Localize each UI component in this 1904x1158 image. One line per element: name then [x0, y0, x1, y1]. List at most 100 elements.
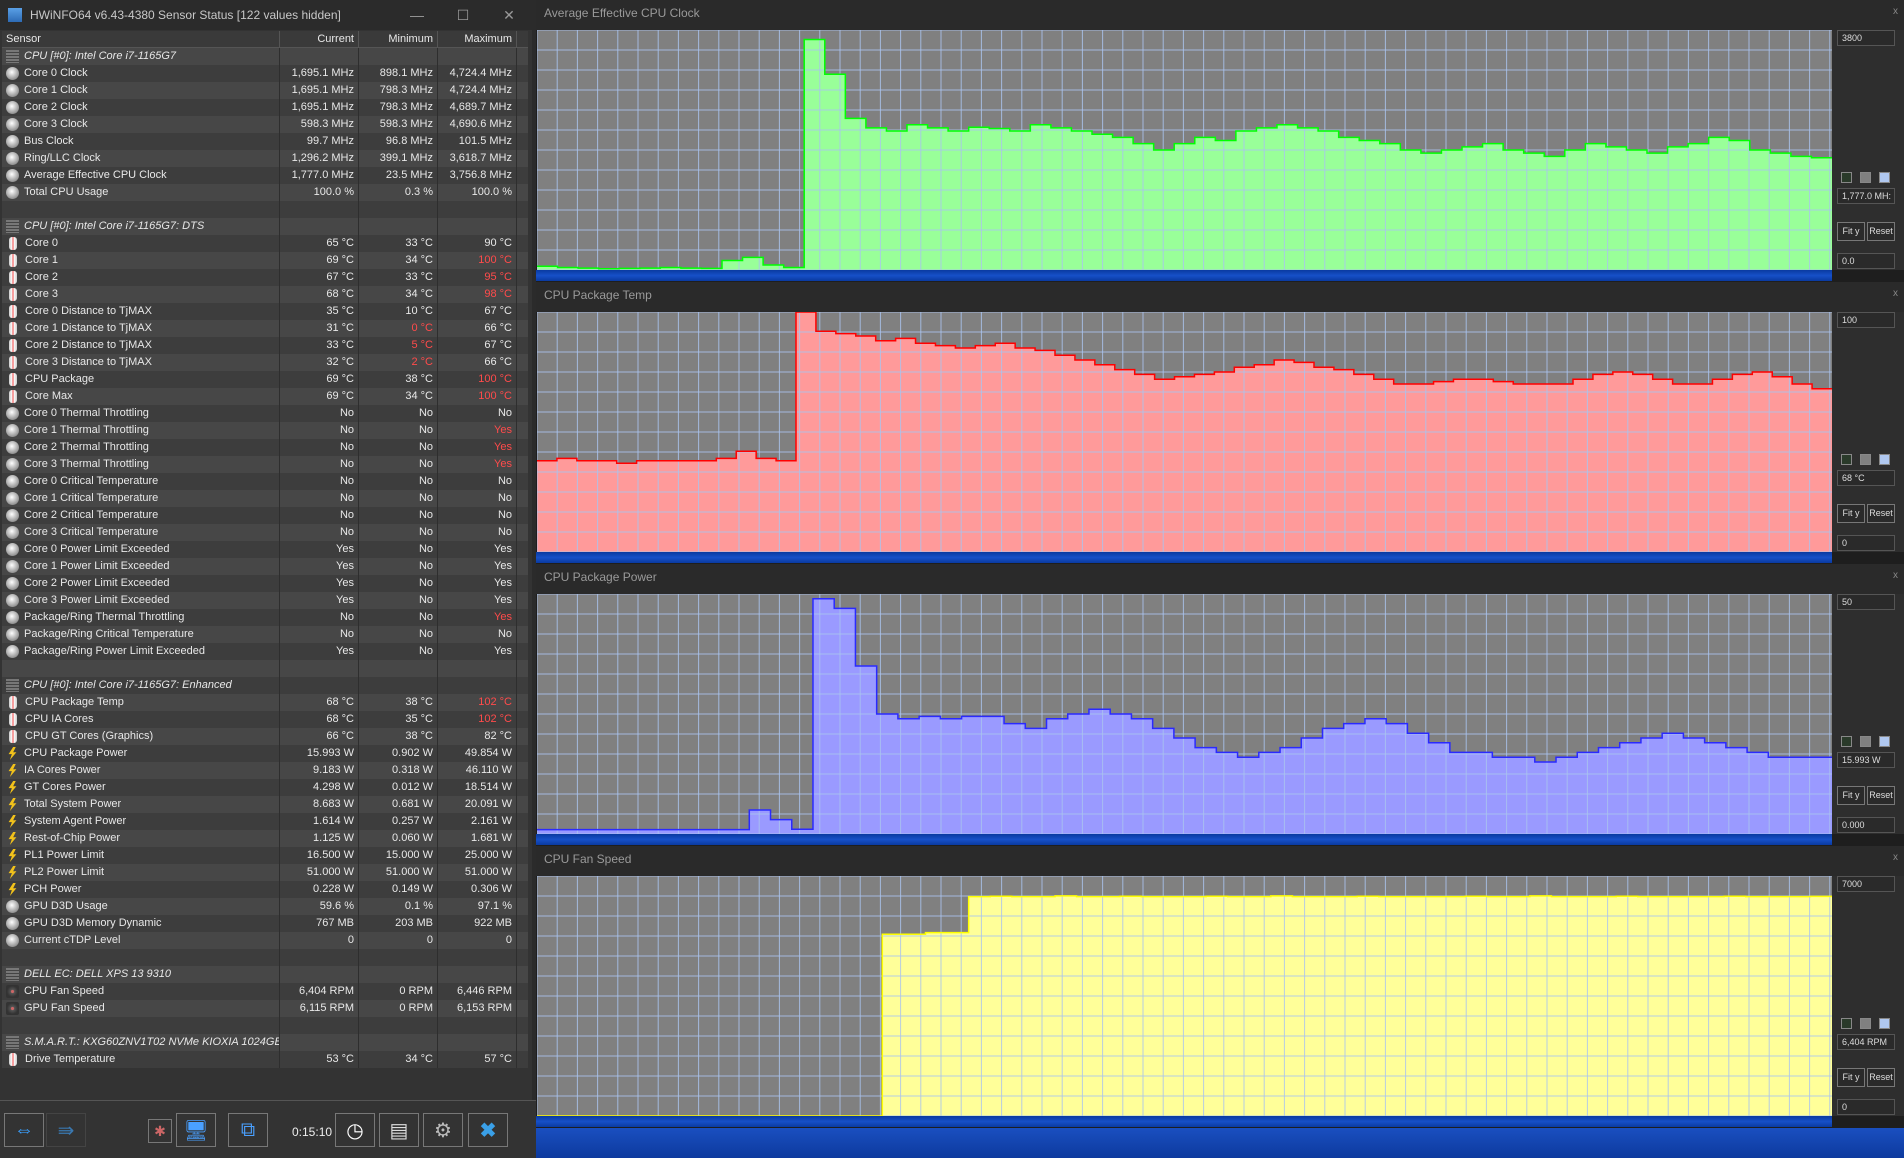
blank-row[interactable]: [2, 660, 528, 677]
table-row[interactable]: Core 1 Distance to TjMAX 31 °C 0 °C 66 °C: [2, 320, 528, 337]
graph-scrollbar[interactable]: [536, 552, 1832, 563]
table-row[interactable]: Core 1 Thermal Throttling No No Yes: [2, 422, 528, 439]
background-color-swatch[interactable]: [1841, 1018, 1852, 1029]
y-min-input[interactable]: 0.000: [1837, 817, 1895, 833]
table-row[interactable]: Core 0 Critical Temperature No No No: [2, 473, 528, 490]
grid-color-swatch[interactable]: [1860, 1018, 1871, 1029]
table-row[interactable]: Ring/LLC Clock 1,296.2 MHz 399.1 MHz 3,618.…: [2, 150, 528, 167]
line-color-swatch[interactable]: [1879, 172, 1890, 183]
column-header-maximum[interactable]: Maximum: [438, 31, 517, 47]
reset-button[interactable]: Reset: [1867, 222, 1895, 241]
graph-close-button[interactable]: x: [1893, 570, 1898, 581]
table-row[interactable]: Current cTDP Level 0 0 0: [2, 932, 528, 949]
table-row[interactable]: CPU IA Cores 68 °C 35 °C 102 °C: [2, 711, 528, 728]
settings-gear-icon[interactable]: ⚙: [423, 1113, 463, 1147]
table-row[interactable]: Total System Power 8.683 W 0.681 W 20.091 W: [2, 796, 528, 813]
maximize-button[interactable]: ☐: [456, 6, 470, 23]
table-row[interactable]: Core Max 69 °C 34 °C 100 °C: [2, 388, 528, 405]
table-row[interactable]: Core 3 Thermal Throttling No No Yes: [2, 456, 528, 473]
grid-color-swatch[interactable]: [1860, 172, 1871, 183]
table-row[interactable]: CPU Fan Speed 6,404 RPM 0 RPM 6,446 RPM: [2, 983, 528, 1000]
clock-icon[interactable]: ◷: [335, 1113, 375, 1147]
sensor-group-row[interactable]: S.M.A.R.T.: KXG60ZNV1T02 NVMe KIOXIA 102…: [2, 1034, 528, 1051]
y-max-input[interactable]: 3800: [1837, 30, 1895, 46]
table-row[interactable]: Core 2 Distance to TjMAX 33 °C 5 °C 67 °C: [2, 337, 528, 354]
background-color-swatch[interactable]: [1841, 454, 1852, 465]
line-color-swatch[interactable]: [1879, 454, 1890, 465]
table-row[interactable]: CPU Package Power 15.993 W 0.902 W 49.854 W: [2, 745, 528, 762]
sensor-group-row[interactable]: CPU [#0]: Intel Core i7-1165G7: Enhanced: [2, 677, 528, 694]
graph-scrollbar[interactable]: [536, 270, 1832, 281]
table-row[interactable]: CPU Package Temp 68 °C 38 °C 102 °C: [2, 694, 528, 711]
y-max-input[interactable]: 50: [1837, 594, 1895, 610]
line-color-swatch[interactable]: [1879, 1018, 1890, 1029]
table-row[interactable]: Package/Ring Critical Temperature No No No: [2, 626, 528, 643]
table-row[interactable]: Average Effective CPU Clock 1,777.0 MHz 23…: [2, 167, 528, 184]
table-row[interactable]: Core 3 Clock 598.3 MHz 598.3 MHz 4,690.6 MH…: [2, 116, 528, 133]
table-row[interactable]: PCH Power 0.228 W 0.149 W 0.306 W: [2, 881, 528, 898]
fit-y-button[interactable]: Fit y: [1837, 786, 1865, 805]
table-row[interactable]: Core 3 68 °C 34 °C 98 °C: [2, 286, 528, 303]
fit-y-button[interactable]: Fit y: [1837, 504, 1865, 523]
table-row[interactable]: Core 2 Thermal Throttling No No Yes: [2, 439, 528, 456]
fit-y-button[interactable]: Fit y: [1837, 222, 1865, 241]
table-row[interactable]: Drive Temperature 53 °C 34 °C 57 °C: [2, 1051, 528, 1068]
graph-plot[interactable]: [536, 875, 1832, 1117]
table-row[interactable]: Core 2 Clock 1,695.1 MHz 798.3 MHz 4,689.7 …: [2, 99, 528, 116]
table-row[interactable]: Core 0 Distance to TjMAX 35 °C 10 °C 67 °C: [2, 303, 528, 320]
column-header-minimum[interactable]: Minimum: [359, 31, 438, 47]
table-row[interactable]: Core 1 Clock 1,695.1 MHz 798.3 MHz 4,724.4 …: [2, 82, 528, 99]
close-x-icon[interactable]: ✖: [468, 1113, 508, 1147]
grid-color-swatch[interactable]: [1860, 736, 1871, 747]
table-row[interactable]: IA Cores Power 9.183 W 0.318 W 46.110 W: [2, 762, 528, 779]
fit-y-button[interactable]: Fit y: [1837, 1068, 1865, 1087]
table-row[interactable]: Package/Ring Power Limit Exceeded Yes No Ye…: [2, 643, 528, 660]
table-row[interactable]: Core 1 Power Limit Exceeded Yes No Yes: [2, 558, 528, 575]
table-row[interactable]: Rest-of-Chip Power 1.125 W 0.060 W 1.681 W: [2, 830, 528, 847]
table-row[interactable]: CPU GT Cores (Graphics) 66 °C 38 °C 82 °C: [2, 728, 528, 745]
table-row[interactable]: CPU Package 69 °C 38 °C 100 °C: [2, 371, 528, 388]
table-row[interactable]: Core 3 Power Limit Exceeded Yes No Yes: [2, 592, 528, 609]
monitor-search-icon[interactable]: 🖥: [176, 1113, 216, 1147]
table-row[interactable]: GPU D3D Usage 59.6 % 0.1 % 97.1 %: [2, 898, 528, 915]
table-row[interactable]: Core 1 Critical Temperature No No No: [2, 490, 528, 507]
collapse-arrows-icon[interactable]: ⇛: [46, 1113, 86, 1147]
table-row[interactable]: PL2 Power Limit 51.000 W 51.000 W 51.000 W: [2, 864, 528, 881]
minimize-button[interactable]: —: [410, 7, 424, 23]
blank-row[interactable]: [2, 949, 528, 966]
table-row[interactable]: Package/Ring Thermal Throttling No No Yes: [2, 609, 528, 626]
graph-close-button[interactable]: x: [1893, 288, 1898, 299]
graph-scrollbar[interactable]: [536, 1116, 1832, 1127]
expand-arrows-icon[interactable]: ⇔: [4, 1113, 44, 1147]
graph-close-button[interactable]: x: [1893, 6, 1898, 17]
sensor-group-row[interactable]: CPU [#0]: Intel Core i7-1165G7: DTS: [2, 218, 528, 235]
table-row[interactable]: Core 0 65 °C 33 °C 90 °C: [2, 235, 528, 252]
table-row[interactable]: PL1 Power Limit 16.500 W 15.000 W 25.000 W: [2, 847, 528, 864]
add-report-icon[interactable]: ▤: [379, 1113, 419, 1147]
reset-button[interactable]: Reset: [1867, 1068, 1895, 1087]
blank-row[interactable]: [2, 1017, 528, 1034]
table-row[interactable]: Core 1 69 °C 34 °C 100 °C: [2, 252, 528, 269]
y-max-input[interactable]: 100: [1837, 312, 1895, 328]
fan-icon[interactable]: ✱: [148, 1119, 172, 1143]
table-row[interactable]: Core 0 Thermal Throttling No No No: [2, 405, 528, 422]
column-header-current[interactable]: Current: [280, 31, 359, 47]
y-min-input[interactable]: 0: [1837, 535, 1895, 551]
blank-row[interactable]: [2, 201, 528, 218]
sensor-group-row[interactable]: CPU [#0]: Intel Core i7-1165G7: [2, 48, 528, 65]
sensor-group-row[interactable]: DELL EC: DELL XPS 13 9310: [2, 966, 528, 983]
table-row[interactable]: System Agent Power 1.614 W 0.257 W 2.161 W: [2, 813, 528, 830]
table-row[interactable]: GT Cores Power 4.298 W 0.012 W 18.514 W: [2, 779, 528, 796]
grid-color-swatch[interactable]: [1860, 454, 1871, 465]
close-button[interactable]: ✕: [503, 6, 515, 23]
table-row[interactable]: Total CPU Usage 100.0 % 0.3 % 100.0 %: [2, 184, 528, 201]
y-min-input[interactable]: 0.0: [1837, 253, 1895, 269]
graph-plot[interactable]: [536, 29, 1832, 271]
column-header-sensor[interactable]: Sensor: [2, 31, 280, 47]
graph-scrollbar[interactable]: [536, 834, 1832, 845]
y-max-input[interactable]: 7000: [1837, 876, 1895, 892]
table-row[interactable]: Core 0 Power Limit Exceeded Yes No Yes: [2, 541, 528, 558]
table-row[interactable]: Core 2 Critical Temperature No No No: [2, 507, 528, 524]
network-computers-icon[interactable]: ⧉: [228, 1113, 268, 1147]
graph-plot[interactable]: [536, 593, 1832, 835]
